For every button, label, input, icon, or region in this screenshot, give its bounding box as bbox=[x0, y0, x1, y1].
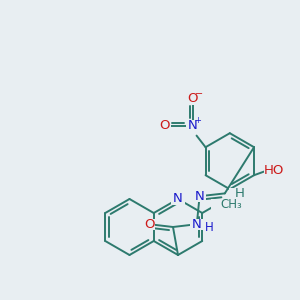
Bar bbox=[190, 219, 204, 230]
Text: N: N bbox=[195, 190, 205, 203]
Text: N: N bbox=[173, 193, 183, 206]
Text: +: + bbox=[194, 116, 201, 125]
Text: H: H bbox=[205, 221, 214, 234]
Bar bbox=[229, 188, 240, 199]
Text: O: O bbox=[144, 218, 154, 231]
Bar bbox=[186, 94, 199, 104]
Bar bbox=[159, 120, 171, 131]
Bar bbox=[193, 191, 206, 202]
Bar bbox=[264, 166, 284, 176]
Text: H: H bbox=[235, 187, 245, 200]
Text: N: N bbox=[192, 218, 202, 231]
Text: −: − bbox=[194, 89, 202, 99]
Bar bbox=[144, 219, 155, 230]
Text: HO: HO bbox=[263, 164, 284, 178]
Bar bbox=[211, 199, 231, 210]
Text: N: N bbox=[188, 119, 197, 132]
Text: O: O bbox=[159, 119, 170, 132]
Text: O: O bbox=[187, 92, 198, 106]
Bar bbox=[186, 120, 199, 131]
Bar bbox=[171, 194, 185, 205]
Text: CH₃: CH₃ bbox=[221, 198, 242, 211]
